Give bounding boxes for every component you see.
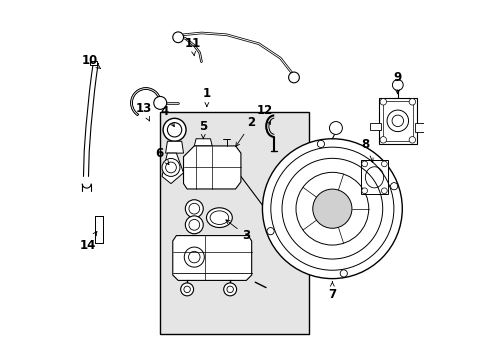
Circle shape [381,161,386,167]
Circle shape [185,200,203,218]
Circle shape [361,161,367,167]
Circle shape [223,283,236,296]
Circle shape [162,158,180,176]
Circle shape [153,96,166,109]
Bar [414,123,425,132]
Text: 14: 14 [80,231,97,252]
Polygon shape [172,235,251,280]
Circle shape [185,216,203,234]
Circle shape [390,183,397,190]
Bar [378,98,416,144]
Text: 10: 10 [81,54,101,68]
Text: 6: 6 [155,147,169,165]
Text: 1: 1 [203,87,210,107]
Polygon shape [183,146,241,189]
Bar [382,101,412,140]
Circle shape [317,140,324,148]
Circle shape [408,136,415,143]
Polygon shape [162,153,183,184]
Text: 12: 12 [257,104,273,125]
Circle shape [329,122,342,134]
Text: 3: 3 [225,220,250,242]
Circle shape [392,80,403,90]
Circle shape [379,99,386,105]
Circle shape [408,99,415,105]
Circle shape [381,188,386,194]
Circle shape [340,270,346,277]
Text: 8: 8 [360,138,372,162]
Text: 7: 7 [327,282,336,301]
Polygon shape [165,141,183,153]
Circle shape [163,118,185,141]
Circle shape [379,136,386,143]
Text: 2: 2 [235,116,255,147]
Circle shape [172,32,183,42]
Bar [90,60,97,65]
Text: 9: 9 [393,71,401,94]
Text: 11: 11 [184,37,200,56]
Circle shape [266,228,274,235]
Circle shape [288,72,299,83]
Circle shape [180,283,193,296]
Circle shape [312,189,351,228]
Circle shape [386,110,408,132]
Circle shape [184,247,204,267]
Text: 5: 5 [199,120,207,139]
Ellipse shape [206,208,232,228]
Text: 4: 4 [161,105,174,127]
Polygon shape [194,139,212,146]
Text: 13: 13 [135,103,151,121]
Bar [160,112,308,334]
Circle shape [361,188,367,194]
Bar [95,216,102,243]
Bar [360,160,387,194]
Circle shape [262,139,402,279]
Bar [369,123,380,130]
